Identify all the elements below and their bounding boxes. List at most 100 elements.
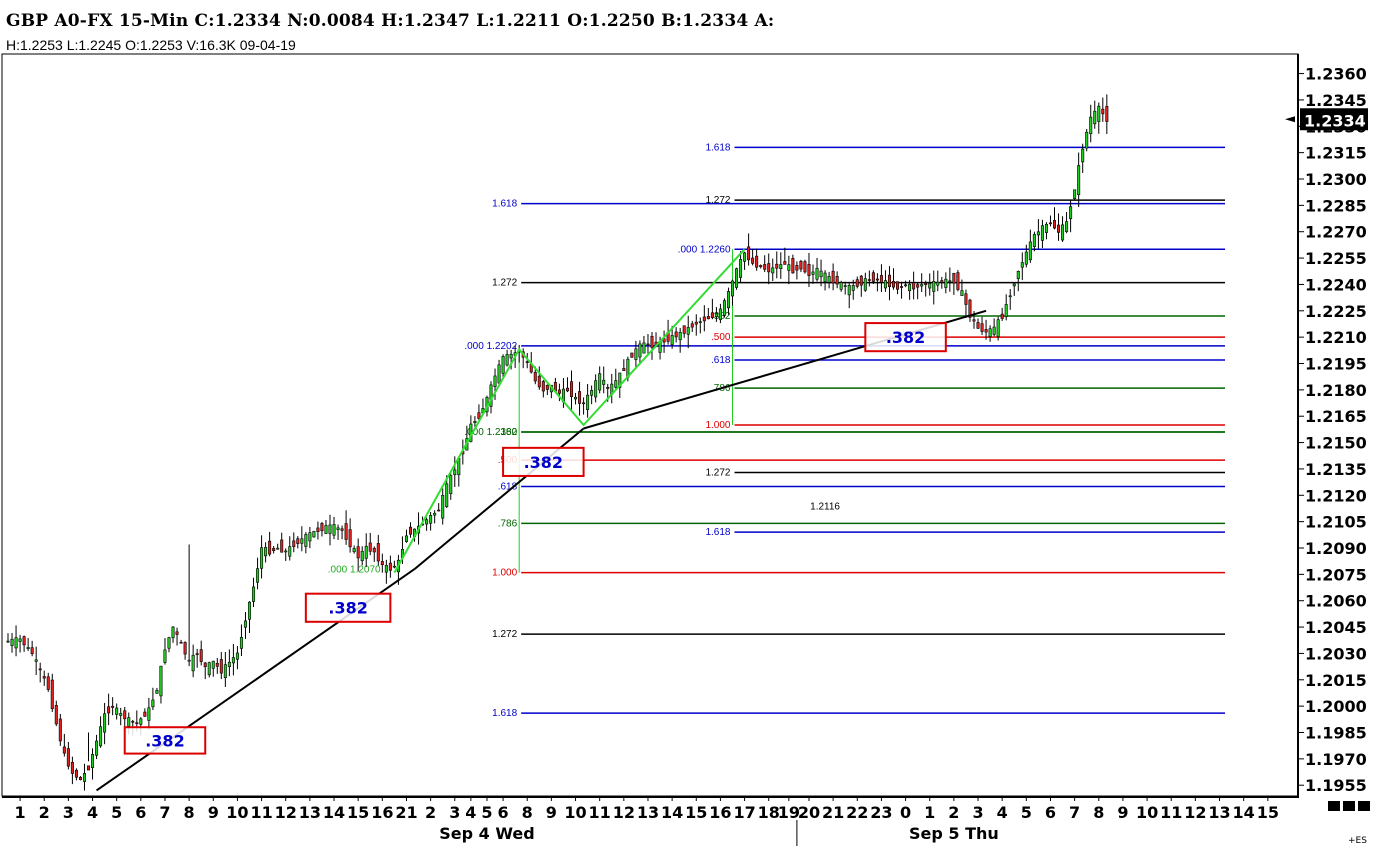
candle-body [952, 273, 956, 284]
candle-body [10, 638, 14, 646]
fib-level-label: 1.618 [705, 527, 730, 538]
candle [887, 266, 891, 301]
time-tick-label: 11 [250, 803, 272, 822]
candle-body [896, 281, 900, 290]
candle-body [988, 328, 992, 337]
candle-body [163, 649, 167, 663]
candle [256, 557, 260, 590]
candle [803, 259, 807, 274]
candle [268, 531, 272, 557]
candle [340, 525, 344, 540]
candle [586, 383, 590, 418]
candle-body [944, 278, 948, 288]
candle-body [992, 326, 996, 335]
candle [58, 713, 62, 746]
candle [312, 530, 316, 538]
time-tick-label: 8 [1093, 803, 1104, 822]
time-tick-label: 7 [159, 803, 170, 822]
candle-body [634, 348, 638, 360]
candle [86, 732, 91, 771]
candle-body [26, 647, 30, 650]
candle [243, 611, 247, 639]
candle [10, 632, 14, 653]
trend-lines[interactable] [95, 248, 987, 792]
candle-body [831, 270, 835, 284]
candle-body [751, 257, 755, 264]
candle-body [565, 387, 569, 392]
candle-body [1101, 108, 1105, 115]
candle [811, 264, 815, 284]
fib-level-label: 1.272 [705, 467, 730, 478]
last-price-marker [1300, 108, 1368, 131]
candle-body [622, 368, 626, 372]
candle-body [493, 375, 497, 387]
candle-body [264, 547, 268, 557]
candle [453, 456, 457, 488]
time-tick-label: 11 [589, 803, 611, 822]
candle [698, 317, 702, 334]
candle-body [811, 271, 815, 275]
candle [223, 651, 227, 687]
candle-body [642, 342, 646, 354]
candle [614, 368, 618, 389]
candle-body [207, 662, 211, 676]
candle [1061, 216, 1065, 242]
candle-body [891, 281, 896, 288]
candle-body [940, 280, 944, 283]
candle-body [771, 267, 775, 274]
candle-body [586, 394, 590, 411]
candle-body [739, 259, 743, 278]
candle [771, 258, 775, 282]
candle [46, 672, 50, 692]
candle [883, 270, 887, 292]
fib-level-label: 1.000 [705, 420, 730, 431]
candle-body [690, 323, 694, 328]
fib-level-label: 1.618 [492, 199, 517, 210]
candle [763, 255, 767, 273]
candle-body [231, 657, 235, 664]
candle [867, 270, 871, 287]
candle [1052, 207, 1057, 230]
candle [638, 340, 642, 364]
candle [960, 279, 964, 296]
candle-body [272, 548, 276, 551]
candle-body [936, 281, 940, 286]
retracement-box [864, 322, 947, 353]
time-tick-label: 17 [733, 803, 755, 822]
candle-body [1016, 270, 1020, 280]
time-tick-label: 19 [778, 803, 800, 822]
fib-level-label: .000 1.2202 [464, 341, 517, 352]
candle-body [956, 272, 960, 290]
candle-body [425, 519, 429, 525]
candle-body [384, 565, 388, 573]
candle [457, 458, 461, 487]
candle-body [175, 631, 179, 635]
day-label: Sep 5 Thu [909, 824, 999, 843]
candle [759, 264, 763, 269]
time-axis[interactable]: 1 2 3 4 5 6 7 8 9 10 11 12 13 14 15 16 21 2 3 4 5 6 8 9 10 11 12 13… [15, 797, 1370, 846]
candle-body [247, 601, 252, 620]
candle [429, 511, 433, 531]
fib-level-label: 1.618 [705, 142, 730, 153]
candle [151, 687, 155, 711]
last-price-arrow [1285, 116, 1295, 123]
time-tick-label: 13 [1208, 803, 1230, 822]
candle-body [582, 402, 586, 405]
candle-body [646, 343, 650, 346]
candle-body [1073, 189, 1077, 200]
candle-body [594, 380, 598, 398]
candle [91, 748, 95, 780]
candle [847, 282, 851, 309]
candle-body [803, 261, 807, 273]
candle [179, 639, 183, 644]
candle [231, 644, 235, 676]
price-axis[interactable]: 1.23601.23451.23301.23151.23001.22851.22… [1285, 65, 1368, 796]
price-tick-label: 1.2240 [1305, 275, 1367, 294]
candle-body [453, 469, 457, 476]
time-tick-label: 5 [111, 803, 122, 822]
candle-body [557, 389, 561, 394]
candle [388, 555, 392, 578]
candle [50, 673, 54, 712]
candle [235, 645, 239, 670]
